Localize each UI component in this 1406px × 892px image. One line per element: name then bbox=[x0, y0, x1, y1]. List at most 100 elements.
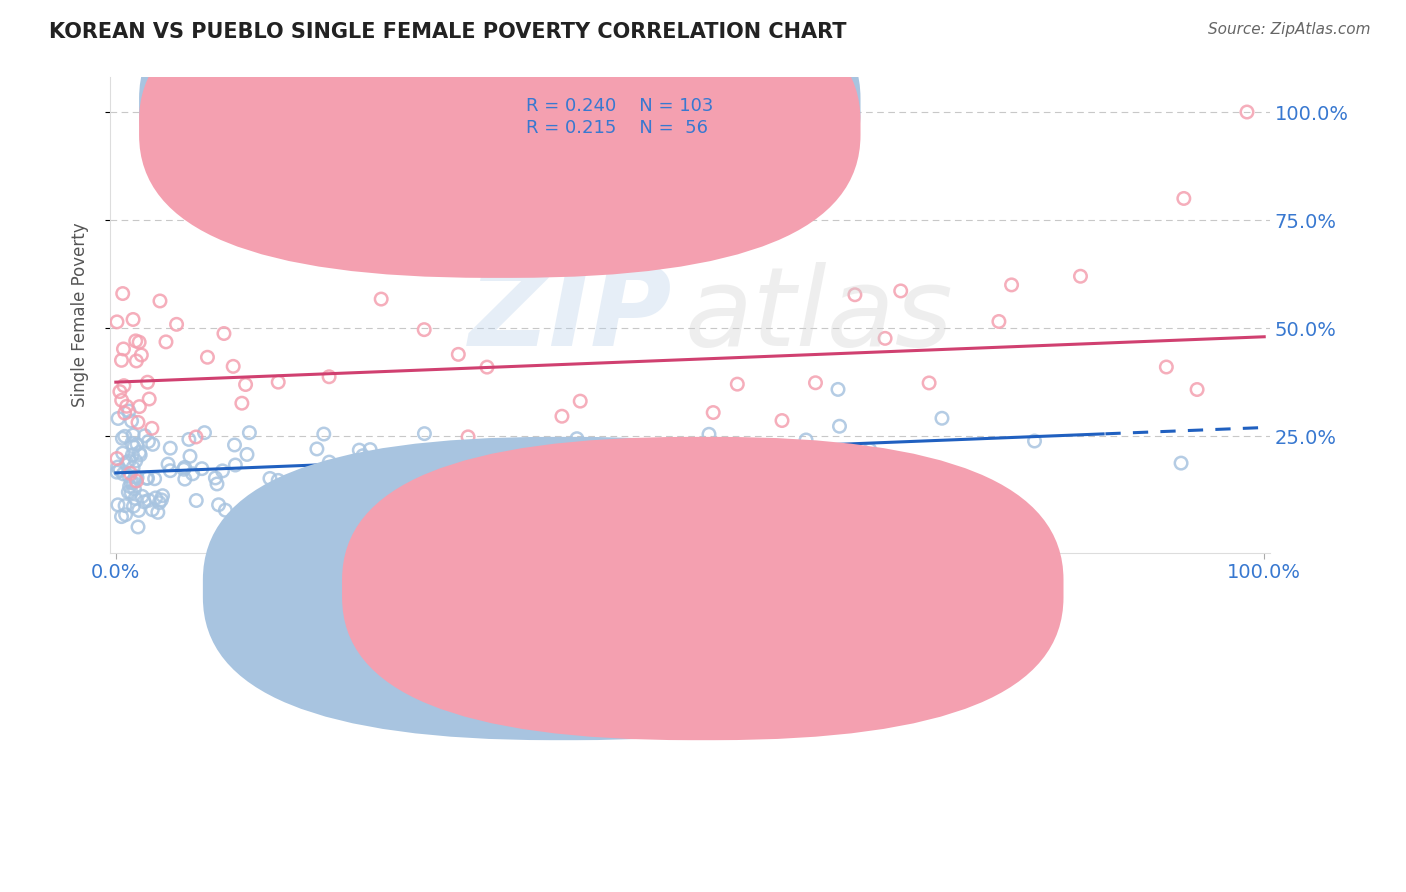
Point bbox=[339, 479, 361, 493]
Point bbox=[725, 377, 748, 392]
Point bbox=[370, 493, 392, 508]
Point bbox=[145, 491, 167, 505]
Point bbox=[122, 440, 145, 454]
Point bbox=[318, 369, 340, 384]
Point bbox=[136, 375, 159, 389]
Point bbox=[238, 501, 260, 516]
Point bbox=[105, 451, 128, 466]
Text: KOREAN VS PUEBLO SINGLE FEMALE POVERTY CORRELATION CHART: KOREAN VS PUEBLO SINGLE FEMALE POVERTY C… bbox=[49, 22, 846, 42]
Point bbox=[110, 509, 132, 524]
Text: R = 0.215    N =  56: R = 0.215 N = 56 bbox=[526, 119, 709, 136]
Point bbox=[157, 457, 180, 471]
Point bbox=[770, 413, 793, 427]
Point bbox=[844, 287, 866, 301]
Point bbox=[173, 460, 195, 475]
Point bbox=[1069, 269, 1091, 284]
Point bbox=[107, 460, 129, 475]
Point bbox=[115, 399, 138, 413]
Point bbox=[620, 231, 643, 245]
Point bbox=[474, 440, 496, 454]
FancyBboxPatch shape bbox=[202, 437, 924, 740]
Point bbox=[122, 475, 145, 490]
Point bbox=[112, 467, 135, 481]
Point bbox=[569, 394, 592, 409]
Point bbox=[349, 443, 371, 458]
Point bbox=[231, 396, 253, 410]
Point bbox=[127, 416, 149, 430]
Point bbox=[181, 467, 204, 481]
Point bbox=[118, 404, 141, 418]
Point bbox=[191, 461, 214, 475]
Point bbox=[166, 318, 188, 332]
Point bbox=[150, 492, 173, 507]
Point bbox=[131, 489, 153, 503]
Point bbox=[152, 489, 174, 503]
Point bbox=[110, 353, 132, 368]
Point bbox=[118, 454, 141, 468]
Point bbox=[143, 472, 166, 486]
Point bbox=[551, 409, 574, 424]
Text: Pueblo: Pueblo bbox=[723, 579, 787, 598]
Point bbox=[1000, 277, 1022, 292]
Point bbox=[859, 442, 882, 457]
Point bbox=[352, 449, 374, 463]
Point bbox=[124, 482, 146, 496]
Point bbox=[117, 485, 139, 500]
Point bbox=[127, 520, 149, 534]
Text: R = 0.240    N = 103: R = 0.240 N = 103 bbox=[526, 96, 714, 115]
Point bbox=[987, 314, 1010, 328]
Point bbox=[125, 471, 148, 485]
Point bbox=[211, 464, 233, 478]
Point bbox=[138, 434, 160, 449]
Point bbox=[159, 441, 181, 455]
Point bbox=[370, 292, 392, 306]
Point bbox=[772, 450, 794, 465]
Point bbox=[224, 458, 246, 472]
Point bbox=[105, 465, 128, 479]
Point bbox=[235, 377, 257, 392]
Point bbox=[125, 454, 148, 468]
Point bbox=[111, 286, 134, 301]
Point bbox=[122, 428, 145, 442]
Point bbox=[259, 471, 281, 485]
Point bbox=[193, 425, 215, 440]
Point bbox=[1024, 434, 1046, 448]
Point bbox=[224, 438, 246, 452]
Point bbox=[128, 445, 150, 459]
Point bbox=[1173, 191, 1195, 205]
Point bbox=[222, 359, 245, 374]
Point bbox=[828, 419, 851, 434]
Point bbox=[125, 334, 148, 348]
Text: Koreans: Koreans bbox=[583, 579, 661, 598]
Point bbox=[125, 474, 148, 488]
Point bbox=[267, 375, 290, 389]
Point bbox=[108, 384, 131, 399]
Point bbox=[173, 462, 195, 476]
Point bbox=[131, 348, 153, 362]
Point bbox=[212, 326, 235, 341]
Point bbox=[128, 400, 150, 414]
Point bbox=[121, 414, 143, 428]
Point bbox=[702, 406, 724, 420]
FancyBboxPatch shape bbox=[342, 437, 1063, 740]
Point bbox=[697, 427, 720, 442]
Point bbox=[204, 471, 226, 485]
Point bbox=[305, 442, 328, 456]
Point bbox=[1236, 105, 1258, 120]
Point bbox=[125, 354, 148, 368]
Point bbox=[118, 479, 141, 493]
Point bbox=[875, 331, 897, 345]
Point bbox=[122, 499, 145, 513]
Point bbox=[120, 475, 142, 490]
Point bbox=[122, 460, 145, 475]
Point bbox=[148, 496, 170, 510]
Point bbox=[238, 425, 260, 440]
Point bbox=[177, 433, 200, 447]
Point bbox=[207, 498, 229, 512]
Point bbox=[141, 421, 163, 435]
Point bbox=[1170, 456, 1192, 470]
Point bbox=[318, 455, 340, 469]
Point bbox=[617, 485, 640, 500]
Point bbox=[236, 447, 259, 461]
Point bbox=[214, 503, 236, 517]
